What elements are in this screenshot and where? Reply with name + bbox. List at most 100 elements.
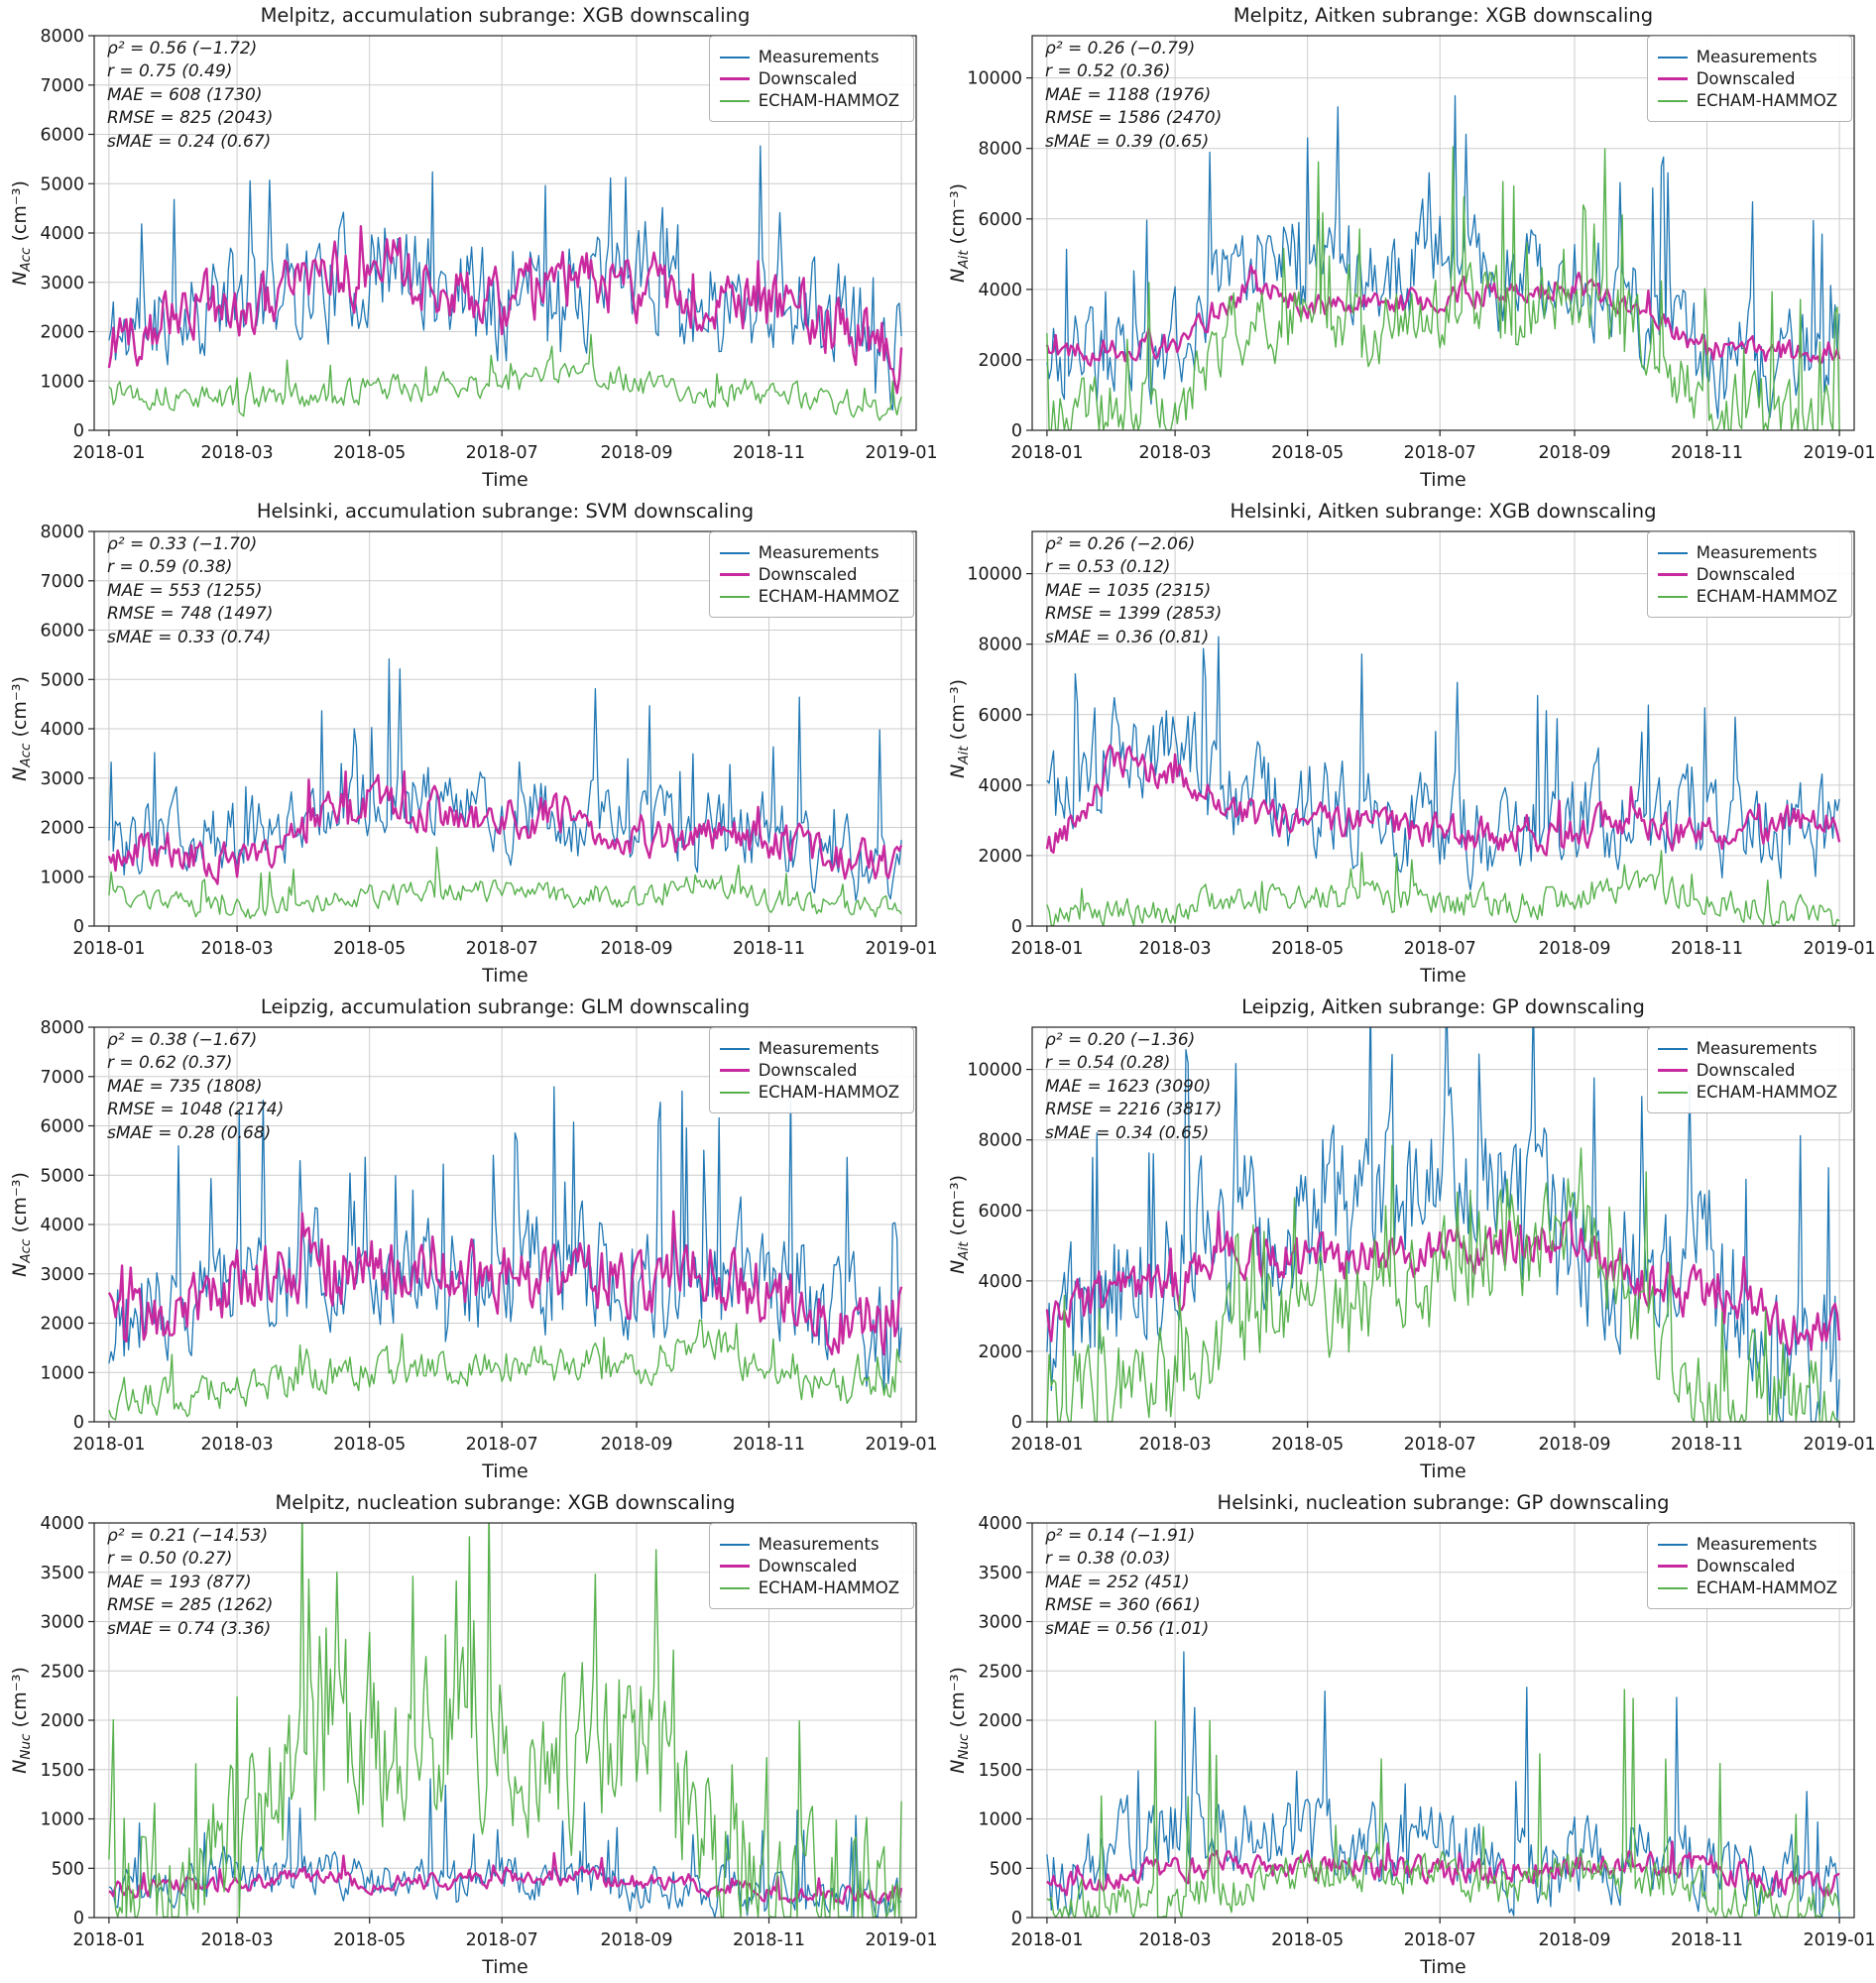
svg-text:0: 0 [73, 421, 84, 441]
legend-item-measurements: Measurements [1657, 48, 1837, 66]
svg-text:6000: 6000 [40, 1117, 84, 1137]
svg-text:5000: 5000 [40, 1166, 84, 1186]
legend-label: Measurements [1696, 1039, 1817, 1058]
svg-text:2018-07: 2018-07 [466, 1435, 538, 1455]
measurements-line-swatch [719, 551, 750, 554]
svg-text:7000: 7000 [40, 572, 84, 592]
plot-title: Helsinki, nucleation subrange: GP downsc… [1217, 1491, 1670, 1514]
plot-canvas: 0 1000 2000 3000 4000 5000 6000 7000 8000 2018-01… [9, 28, 938, 491]
legend-label: Downscaled [758, 1557, 858, 1575]
svg-text:6000: 6000 [978, 1202, 1022, 1222]
svg-text:2018-09: 2018-09 [600, 939, 672, 959]
echam-line-swatch [1657, 1091, 1688, 1094]
svg-text:NAcc (cm⁻³): NAcc (cm⁻³) [9, 676, 34, 781]
svg-text:7000: 7000 [40, 76, 84, 96]
svg-text:2018-07: 2018-07 [1404, 1930, 1476, 1950]
plot-title: Helsinki, Aitken subrange: XGB downscali… [1230, 500, 1657, 523]
svg-text:2000: 2000 [978, 1711, 1022, 1731]
svg-text:2018-11: 2018-11 [733, 1435, 805, 1455]
legend: Measurements Downscaled ECHAM-HAMMOZ [708, 1523, 914, 1609]
subplot-helsinki-nucleation: Helsinki, nucleation subrange: GP downsc… [938, 1487, 1876, 1983]
legend-label: ECHAM-HAMMOZ [758, 1578, 899, 1597]
echam-line-swatch [1657, 99, 1688, 102]
echam-line-swatch [719, 595, 750, 598]
plot-title: Leipzig, Aitken subrange: GP downscaling [1241, 995, 1645, 1018]
svg-text:0: 0 [73, 917, 84, 937]
measurements-line-swatch [719, 1543, 750, 1546]
measurements-line-swatch [1657, 1047, 1688, 1050]
svg-text:2018-01: 2018-01 [72, 1930, 145, 1950]
svg-text:4000: 4000 [978, 1272, 1022, 1292]
svg-text:0: 0 [73, 1413, 84, 1433]
svg-text:2018-11: 2018-11 [1671, 443, 1743, 463]
svg-text:NNuc (cm⁻³): NNuc (cm⁻³) [947, 1667, 972, 1774]
legend: Measurements Downscaled ECHAM-HAMMOZ [708, 1027, 914, 1113]
legend: Measurements Downscaled ECHAM-HAMMOZ [1646, 1523, 1852, 1609]
svg-text:2018-01: 2018-01 [1010, 1930, 1083, 1950]
svg-text:2018-01: 2018-01 [1010, 1435, 1083, 1455]
legend-item-echam: ECHAM-HAMMOZ [719, 1083, 899, 1102]
legend-item-downscaled: Downscaled [719, 69, 899, 88]
legend-label: Downscaled [758, 1061, 858, 1080]
svg-text:Time: Time [481, 965, 528, 987]
legend-item-downscaled: Downscaled [1657, 69, 1837, 88]
legend: Measurements Downscaled ECHAM-HAMMOZ [1646, 36, 1852, 122]
downscaled-line-swatch [1657, 1069, 1688, 1072]
legend-item-echam: ECHAM-HAMMOZ [1657, 1578, 1837, 1597]
legend-item-echam: ECHAM-HAMMOZ [1657, 91, 1837, 110]
measurements-line-swatch [1657, 56, 1688, 58]
svg-text:5000: 5000 [40, 670, 84, 690]
svg-text:2018-09: 2018-09 [1538, 939, 1610, 959]
svg-text:3000: 3000 [978, 1613, 1022, 1633]
svg-text:NAit (cm⁻³): NAit (cm⁻³) [947, 679, 972, 778]
legend-label: Measurements [758, 48, 879, 66]
svg-text:2018-11: 2018-11 [733, 939, 805, 959]
svg-text:2018-01: 2018-01 [72, 1435, 145, 1455]
legend-item-measurements: Measurements [719, 1535, 899, 1554]
svg-text:2018-07: 2018-07 [466, 939, 538, 959]
legend-label: Measurements [758, 1535, 879, 1554]
svg-text:2019-01: 2019-01 [1804, 939, 1876, 959]
downscaled-line-swatch [719, 77, 750, 80]
plot-area: 0 1000 2000 3000 4000 5000 6000 7000 8000 2018-01… [0, 524, 938, 992]
svg-text:2018-05: 2018-05 [333, 1930, 406, 1950]
svg-text:2019-01: 2019-01 [866, 939, 938, 959]
downscaled-line-swatch [1657, 573, 1688, 576]
svg-text:2018-09: 2018-09 [1538, 1435, 1610, 1455]
plot-canvas: 0 1000 2000 3000 4000 5000 6000 7000 8000 2018-01… [9, 524, 938, 987]
svg-text:2500: 2500 [40, 1662, 84, 1682]
svg-text:3000: 3000 [40, 274, 84, 293]
svg-text:2018-11: 2018-11 [733, 1930, 805, 1950]
svg-text:10000: 10000 [967, 565, 1022, 585]
svg-text:2018-11: 2018-11 [1671, 1930, 1743, 1950]
svg-text:2000: 2000 [40, 323, 84, 343]
plot-area: 0 1000 2000 3000 4000 5000 6000 7000 8000 2018-01… [0, 28, 938, 496]
svg-text:2019-01: 2019-01 [866, 443, 938, 463]
svg-text:6000: 6000 [978, 706, 1022, 726]
svg-text:0: 0 [1011, 917, 1022, 937]
svg-text:3000: 3000 [40, 1613, 84, 1633]
svg-text:3500: 3500 [40, 1564, 84, 1583]
plot-canvas: 0 2000 4000 6000 8000 10000 2018-01 2018-03 2018… [947, 530, 1876, 987]
svg-text:4000: 4000 [40, 224, 84, 244]
svg-text:2000: 2000 [978, 847, 1022, 867]
legend-label: Measurements [758, 543, 879, 562]
svg-text:6000: 6000 [978, 210, 1022, 230]
svg-text:2018-03: 2018-03 [1139, 939, 1212, 959]
plot-title: Melpitz, accumulation subrange: XGB down… [260, 4, 751, 27]
svg-text:10000: 10000 [967, 69, 1022, 89]
svg-text:2018-01: 2018-01 [1010, 443, 1083, 463]
svg-text:2018-03: 2018-03 [201, 1930, 274, 1950]
legend-label: Measurements [758, 1039, 879, 1058]
svg-text:10000: 10000 [967, 1061, 1022, 1081]
svg-text:2018-05: 2018-05 [1271, 443, 1344, 463]
svg-text:Time: Time [1419, 1956, 1466, 1978]
downscaled-line-swatch [1657, 1565, 1688, 1568]
legend-label: Downscaled [1696, 1557, 1796, 1575]
plot-area: 0 1000 2000 3000 4000 5000 6000 7000 8000 2018-01… [0, 1019, 938, 1487]
plot-canvas: 0 2000 4000 6000 8000 10000 2018-01 2018-03 2018… [947, 35, 1876, 491]
legend-item-echam: ECHAM-HAMMOZ [719, 91, 899, 110]
legend-label: ECHAM-HAMMOZ [1696, 91, 1837, 110]
svg-text:2018-03: 2018-03 [201, 443, 274, 463]
